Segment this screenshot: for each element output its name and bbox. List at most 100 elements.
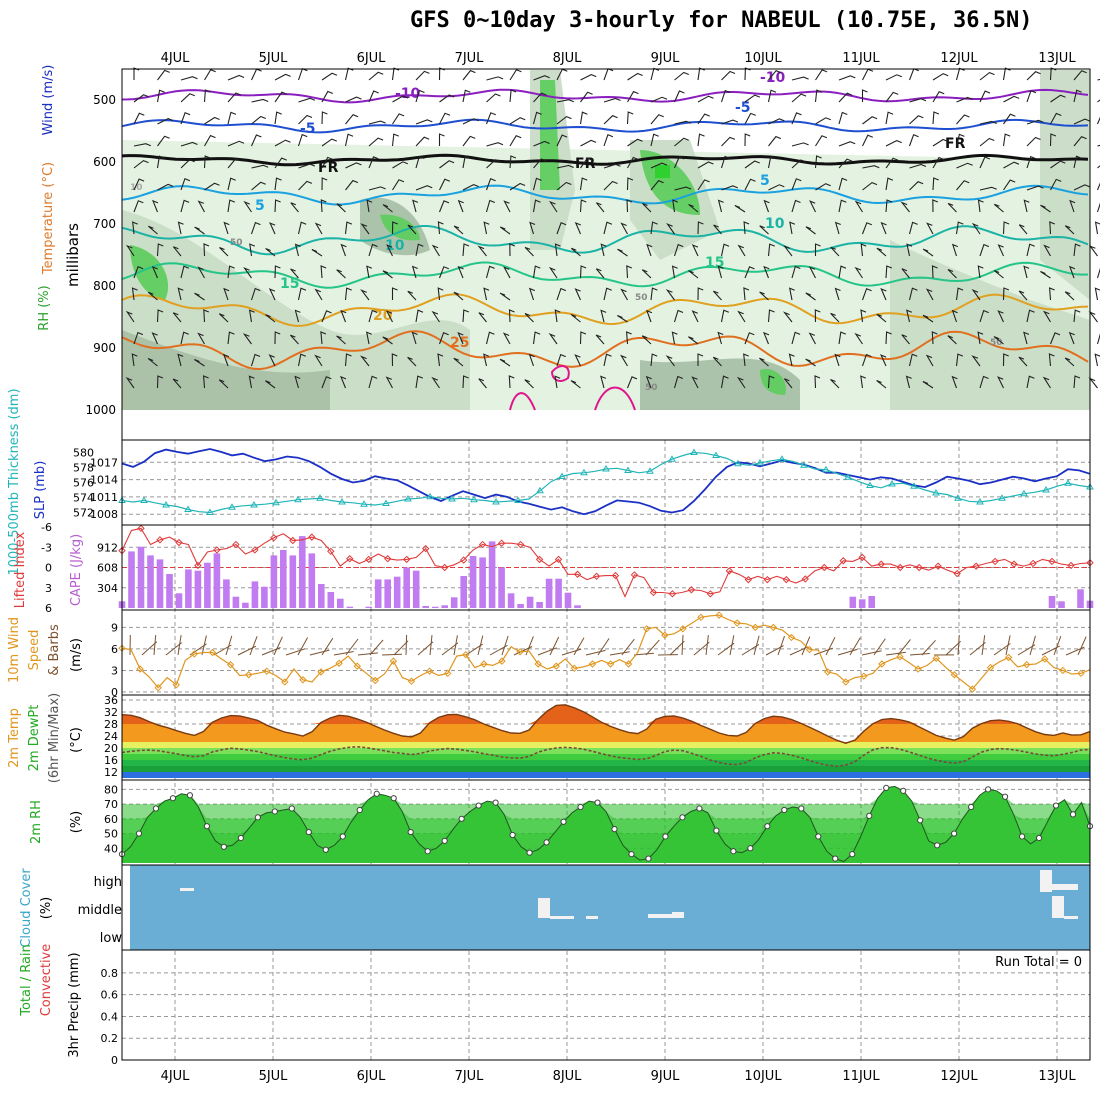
rh-axis-label: RH (%) — [37, 285, 52, 330]
thickness-tick-label: 578 — [73, 462, 94, 475]
wind-speed-point — [299, 676, 307, 684]
wind-speed-point — [552, 662, 560, 670]
thickness-tick-label: 576 — [73, 477, 94, 490]
wind-barb — [909, 181, 924, 191]
wind-barb — [603, 353, 612, 367]
wind-barb — [250, 221, 261, 235]
wind-barb — [906, 309, 913, 323]
wind-barb — [462, 243, 470, 257]
wind-barb — [391, 221, 398, 235]
wind-barb — [437, 353, 444, 367]
cape-bar — [868, 596, 875, 608]
lifted-index-point — [270, 534, 278, 542]
wind-speed-point — [697, 613, 705, 622]
rh-shading — [380, 214, 420, 241]
wind-barb — [777, 635, 785, 656]
wind-barb — [533, 92, 547, 103]
wind-barb — [997, 244, 1005, 257]
wind-barb — [931, 331, 938, 345]
rh2m-point — [747, 845, 754, 852]
thickness-tick-label: 572 — [73, 507, 94, 520]
rh2m-point — [883, 784, 890, 791]
wind-barb — [885, 331, 892, 345]
wind-barb — [177, 635, 182, 656]
wind-barb — [131, 287, 138, 301]
wind-barb — [415, 375, 424, 389]
wind-barb — [391, 353, 398, 367]
wind-barb — [619, 354, 628, 367]
wind-barb — [336, 269, 346, 279]
wind-barb — [957, 634, 960, 656]
wind-barb — [783, 245, 793, 257]
cape-bar — [403, 567, 410, 608]
thickness-point — [250, 501, 258, 508]
dewpoint-band — [122, 754, 1090, 760]
wind-barb — [180, 159, 195, 169]
rh2m-point — [322, 846, 329, 853]
wind-barb — [509, 89, 517, 103]
wind-speed-point — [480, 660, 488, 668]
thickness-point — [228, 503, 236, 510]
wind-barb — [971, 355, 981, 367]
wind-barb — [880, 287, 887, 301]
wind-barb — [600, 309, 607, 323]
frame-layer: 4JUL 4JUL 5JUL 5JUL 6JUL 6JUL 7JUL 7JUL 8JUL 8JUL… — [7, 51, 1091, 1084]
wind-barb — [133, 159, 149, 169]
wind-speed-point — [462, 650, 470, 659]
wind-barb — [203, 89, 211, 103]
wind-barb — [248, 309, 255, 323]
cape-bar — [194, 570, 202, 608]
wind-barb — [1023, 265, 1030, 279]
wind-barb — [697, 113, 710, 125]
wind-barb — [979, 120, 997, 125]
wind-barb — [617, 314, 628, 323]
wind-barb — [156, 375, 164, 389]
wind-speed-point — [263, 667, 271, 675]
wind-barb — [415, 89, 425, 103]
wind-barb — [344, 221, 353, 235]
cape-bar — [517, 604, 524, 608]
wind-barb — [854, 332, 863, 345]
thickness-tick-label: 574 — [73, 492, 94, 505]
wind-barb — [691, 376, 699, 389]
wind-barb — [391, 287, 398, 300]
wind-speed-point — [443, 669, 452, 678]
lifted-index-point — [972, 562, 980, 570]
wind-barb — [1073, 243, 1081, 257]
wind-speed-point — [751, 623, 759, 632]
wind-barb — [908, 287, 918, 301]
wind-barb — [165, 642, 183, 656]
lifted-index-point — [421, 544, 430, 553]
wind-barb — [931, 265, 938, 279]
wind-barb — [298, 97, 316, 103]
temperature-tick-label: 28 — [104, 718, 118, 731]
wind-barb — [650, 114, 664, 125]
cloud-cell — [180, 888, 194, 891]
thickness-point — [1042, 486, 1050, 493]
rh2m-point — [254, 814, 261, 821]
lifted-index-point — [459, 556, 468, 564]
isotherm-plus10 — [121, 225, 1089, 256]
rh2m-point — [917, 817, 924, 824]
wind-barb — [705, 635, 709, 656]
wind-barb — [368, 156, 379, 169]
wind-barb — [344, 353, 352, 367]
wind-barb — [533, 158, 547, 169]
top-date-label: 9JUL — [651, 51, 681, 66]
bottom-date-label: 10JUL — [744, 1069, 782, 1084]
wind-barb — [345, 638, 359, 656]
cape-bar — [337, 598, 344, 608]
wind-barb — [1064, 291, 1075, 301]
wind-barb — [156, 89, 165, 103]
wind-barb — [345, 114, 359, 125]
rh2m-point — [305, 828, 312, 836]
minmax-axis-label: (6hr Min/Max) — [47, 693, 62, 783]
wind-barb — [265, 380, 276, 389]
wind-barb — [1018, 290, 1028, 301]
lifted-index-point — [877, 560, 885, 568]
wind-speed-point — [1059, 666, 1067, 675]
lifted-index-point — [725, 567, 734, 575]
wind-barb — [1073, 375, 1081, 389]
wind-barb — [712, 356, 722, 367]
wind-barb — [580, 157, 593, 169]
